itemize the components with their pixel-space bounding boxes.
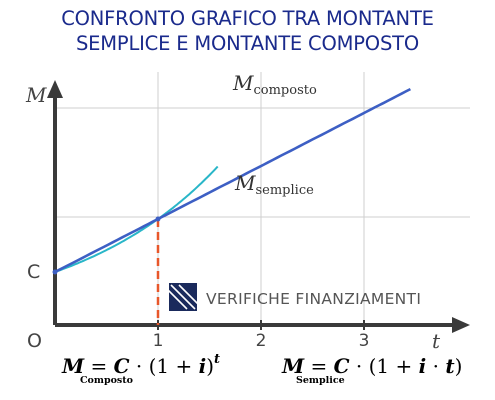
x-axis-label: t <box>432 329 441 353</box>
grid <box>55 72 470 325</box>
series-label-semplice: Msemplice <box>234 171 314 198</box>
formula-semplice-label: Semplice <box>296 375 345 386</box>
axes <box>47 80 470 333</box>
y-axis-arrow <box>47 80 63 98</box>
chart-title-line-2: SEMPLICE E MONTANTE COMPOSTO <box>75 32 419 55</box>
series-semplice <box>54 87 411 274</box>
c-point <box>52 269 58 275</box>
watermark-text: VERIFICHE FINANZIAMENTI <box>206 290 421 308</box>
watermark-stripe <box>162 284 188 310</box>
x-tick-label: 2 <box>256 331 267 351</box>
formula-composto: M = C · (1 + i)t Composto <box>62 352 221 386</box>
x-tick-label: 3 <box>359 331 370 351</box>
y-axis-label: M <box>25 83 47 107</box>
intersection-point <box>155 216 161 222</box>
x-tick-label: 1 <box>153 331 164 351</box>
formula-composto-exponent: t <box>214 352 221 367</box>
curves <box>52 87 411 325</box>
watermark-stripe <box>178 284 204 310</box>
formula-composto-label: Composto <box>80 375 134 386</box>
x-axis-arrow <box>452 317 470 333</box>
origin-label: O <box>27 330 42 352</box>
watermark: VERIFICHE FINANZIAMENTI <box>162 283 421 311</box>
series-label-composto: Mcomposto <box>232 71 317 98</box>
series-composto <box>54 165 219 273</box>
chart-title: CONFRONTO GRAFICO TRA MONTANTE SEMPLICE … <box>0 6 495 56</box>
chart-title-line-1: CONFRONTO GRAFICO TRA MONTANTE <box>61 7 434 30</box>
labels: 1 2 3 Mt O C Mcomposto Msemplice <box>25 71 441 353</box>
y-intercept-label: C <box>27 261 40 283</box>
watermark-stripe <box>170 284 196 310</box>
formula-semplice: M = C · (1 + i · t) Semplice <box>282 354 463 386</box>
